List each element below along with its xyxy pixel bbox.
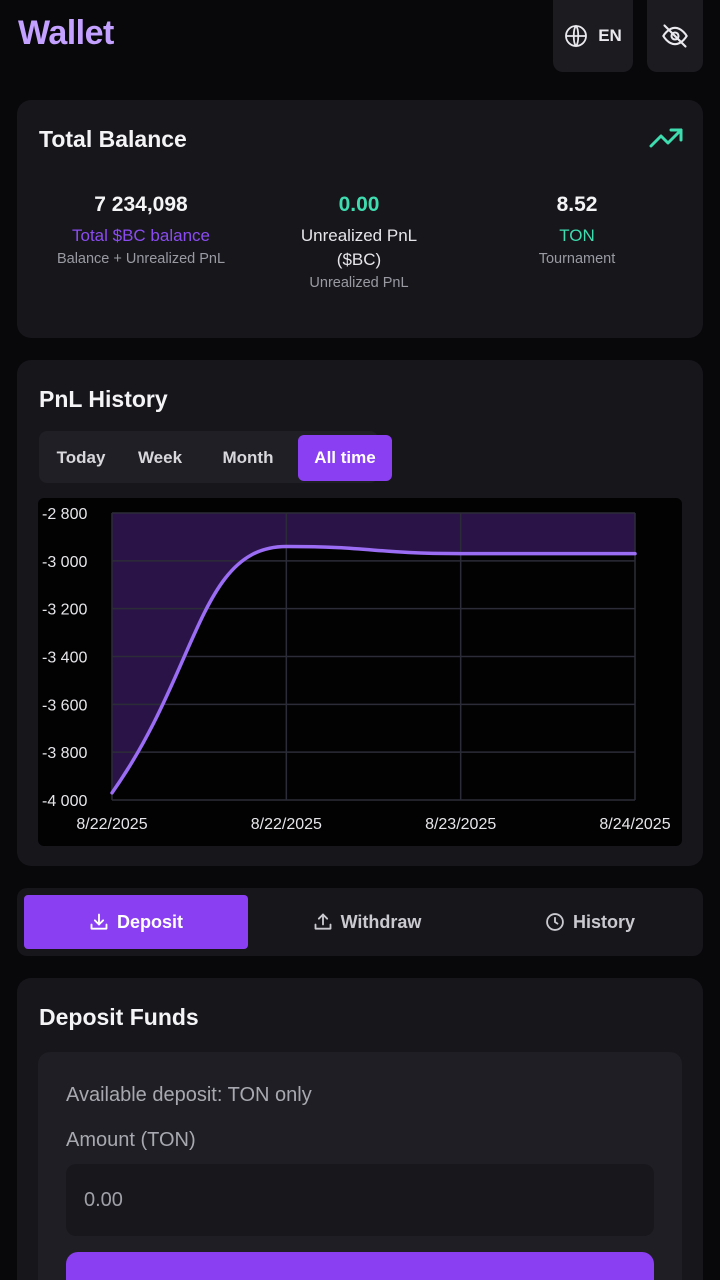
stat-total-balance: 7 234,098 Total $BC balance Balance + Un… <box>31 192 251 270</box>
chart-y-tick-label: -3 400 <box>42 650 87 667</box>
stat-ton: 8.52 TON Tournament <box>467 192 687 270</box>
pnl-chart-svg: -2 800 -3 000 -3 200 -3 400 -3 600 -3 800 -4 0… <box>42 506 671 833</box>
stat-label: Total $BC balance <box>72 226 210 245</box>
pnl-chart: -2 800 -3 000 -3 200 -3 400 -3 600 -3 800 -4 0… <box>38 498 682 846</box>
chart-y-tick-label: -3 600 <box>42 697 87 714</box>
pnl-history-card: PnL History Today Week Month All time -2… <box>17 360 703 866</box>
upload-icon <box>314 913 331 930</box>
hide-balance-button[interactable] <box>647 0 703 72</box>
stat-sub: Balance + Unrealized PnL <box>56 251 226 267</box>
tab-week[interactable]: Week <box>137 448 183 467</box>
chart-y-tick-label: -3 000 <box>42 554 87 571</box>
tab-month[interactable]: Month <box>222 448 274 467</box>
stat-label: Unrealized PnL ($BC) <box>300 226 418 269</box>
chart-x-tick-label: 8/24/2025 <box>599 816 670 833</box>
deposit-title: Deposit Funds <box>39 1004 199 1030</box>
pnl-title: PnL History <box>39 386 168 412</box>
total-balance-card: Total Balance 7 234,098 Total $BC balanc… <box>17 100 703 338</box>
chart-series-line <box>110 544 637 795</box>
trending-up-icon <box>649 128 683 148</box>
history-tab-button[interactable]: History <box>485 895 695 949</box>
chart-x-tick-label: 8/23/2025 <box>425 816 496 833</box>
chart-y-tick-label: -3 800 <box>42 745 87 762</box>
deposit-label: Deposit <box>116 911 183 932</box>
tab-today[interactable]: Today <box>56 448 106 467</box>
clock-icon <box>546 913 564 931</box>
withdraw-label: Withdraw <box>340 911 422 932</box>
stat-sub: Unrealized PnL <box>309 275 409 291</box>
app-header: Wallet EN <box>0 0 720 80</box>
language-label: EN <box>598 26 622 45</box>
chart-y-tick-label: -4 000 <box>42 793 87 810</box>
stat-sub: Tournament <box>538 251 616 267</box>
deposit-tab-button[interactable]: Deposit <box>24 895 248 949</box>
stat-label: TON <box>559 226 595 245</box>
wallet-actions: Deposit Withdraw History <box>17 888 703 956</box>
deposit-form: Available deposit: TON only Amount (TON) <box>38 1052 682 1280</box>
deposit-funds-card: Deposit Funds Available deposit: TON onl… <box>17 978 703 1280</box>
stat-value: 7 234,098 <box>94 193 188 216</box>
stat-value: 8.52 <box>556 193 598 216</box>
stat-value: 0.00 <box>338 193 380 216</box>
deposit-submit-button[interactable] <box>66 1252 654 1280</box>
eye-off-icon <box>662 24 688 48</box>
download-icon <box>90 913 108 930</box>
balance-title: Total Balance <box>39 126 187 152</box>
globe-icon <box>565 24 588 48</box>
chart-y-tick-label: -3 200 <box>42 602 87 619</box>
tab-all-time[interactable]: All time <box>298 435 392 481</box>
history-label: History <box>572 911 635 932</box>
stat-unrealized-pnl: 0.00 Unrealized PnL ($BC) Unrealized PnL <box>249 192 469 294</box>
available-deposit-text: Available deposit: TON only <box>66 1084 312 1106</box>
withdraw-tab-button[interactable]: Withdraw <box>257 895 477 949</box>
page-title: Wallet <box>18 14 114 52</box>
amount-label: Amount (TON) <box>66 1129 196 1151</box>
chart-area-fill <box>112 513 635 793</box>
amount-input[interactable] <box>66 1164 654 1236</box>
period-tabs: Today Week Month All time <box>39 431 392 483</box>
chart-x-tick-label: 8/22/2025 <box>251 816 322 833</box>
chart-y-tick-label: -2 800 <box>42 506 87 523</box>
language-button[interactable]: EN <box>553 0 633 72</box>
chart-x-tick-label: 8/22/2025 <box>76 816 147 833</box>
